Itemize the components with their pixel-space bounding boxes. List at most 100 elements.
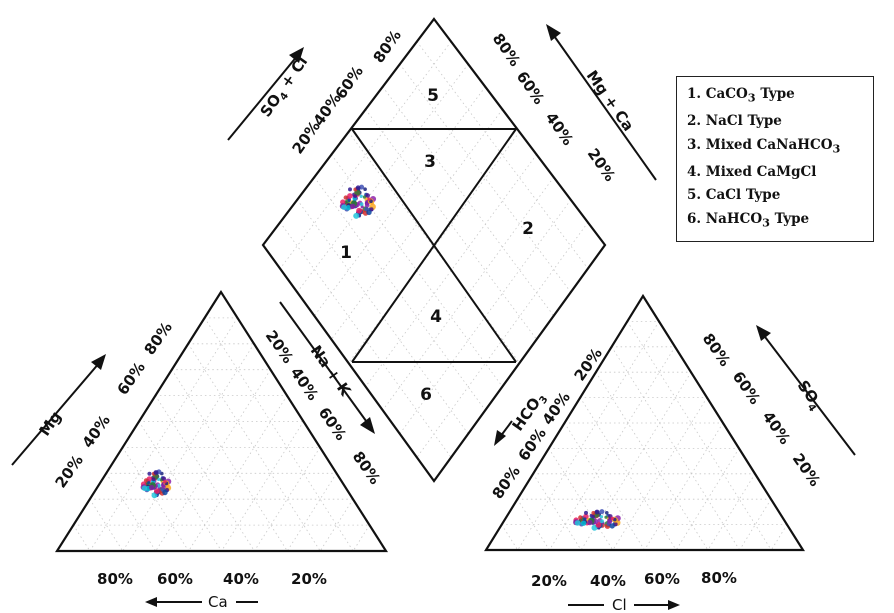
ca-tick-80: 80% — [97, 570, 133, 588]
legend-item-4-num: 4. — [687, 163, 702, 180]
sample-point — [599, 509, 605, 515]
sample-point — [607, 519, 612, 524]
mg-tick-20: 20% — [52, 452, 87, 492]
na-k-tick-60: 60% — [315, 404, 350, 444]
legend: 1. CaCO3 Type 2. NaCl Type 3. Mixed CaNa… — [676, 76, 874, 242]
so4-tick-60: 60% — [729, 368, 764, 408]
cluster-diamond — [339, 184, 377, 219]
grid-line — [204, 317, 354, 552]
sample-point — [343, 195, 348, 200]
legend-item-3-num: 3. — [687, 136, 702, 153]
sample-point — [605, 511, 609, 515]
grid-line — [331, 109, 503, 340]
mg-ca-tick-80: 80% — [489, 30, 524, 70]
sample-point — [154, 488, 160, 494]
sample-point — [147, 471, 152, 476]
mg-tick-60: 60% — [114, 359, 149, 399]
sample-point — [587, 519, 593, 526]
grid-line — [286, 473, 337, 552]
cl-tick-20: 20% — [531, 572, 567, 590]
so4-tick-80: 80% — [699, 330, 734, 370]
sample-point — [367, 197, 371, 201]
zone-label-3: 3 — [424, 152, 436, 172]
grid-line — [580, 371, 692, 551]
cluster-cation — [140, 469, 172, 499]
sample-point — [583, 517, 587, 521]
grid-line — [532, 473, 582, 551]
cl-arrowhead — [668, 600, 680, 610]
so4-cl-axis-arrow — [227, 54, 299, 141]
sample-point — [163, 480, 167, 484]
sample-point — [157, 483, 161, 488]
cl-tick-40: 40% — [590, 572, 626, 590]
cl-axis: 20% 40% 60% 80% Cl — [531, 569, 737, 613]
mg-ca-tick-20: 20% — [584, 145, 619, 185]
sample-point — [359, 194, 363, 198]
so4-arrowhead — [756, 325, 771, 341]
legend-item-3: 3. Mixed CaNaHCO3 — [687, 134, 873, 161]
legend-item-3-text: Mixed CaNaHCO — [705, 136, 833, 153]
sample-point — [604, 515, 608, 519]
mg-tick-40: 40% — [79, 412, 114, 452]
so4-tick-20: 20% — [789, 450, 824, 490]
cl-tick-80: 80% — [701, 569, 737, 587]
sample-point — [161, 484, 166, 489]
grid-line — [416, 222, 589, 458]
sample-point — [359, 202, 364, 207]
sample-point — [162, 489, 168, 496]
na-k-axis-arrow — [279, 301, 370, 426]
grid-line — [549, 346, 676, 551]
zone-label-6: 6 — [420, 385, 432, 405]
na-k-arrowhead — [360, 417, 375, 434]
so4-axis: SO4 80% 60% 40% 20% — [699, 325, 856, 490]
sample-point — [591, 511, 596, 515]
grid-line — [365, 109, 537, 340]
sample-point — [365, 193, 371, 198]
ca-arrowhead — [145, 597, 157, 607]
sample-point — [151, 477, 156, 482]
legend-item-5-text: CaCl Type — [705, 187, 781, 204]
legend-item-6: 6. NaHCO3 Type — [687, 208, 873, 235]
na-k-tick-20: 20% — [262, 327, 297, 367]
sample-point — [341, 204, 347, 210]
grid-line — [707, 473, 756, 551]
ca-tick-60: 60% — [157, 570, 193, 588]
grid-line — [122, 343, 255, 552]
so4-cl-arrowhead — [289, 47, 304, 63]
ca-tick-20: 20% — [291, 570, 327, 588]
legend-item-6-num: 6. — [687, 210, 702, 227]
sample-point — [600, 519, 604, 524]
grid-line — [105, 473, 157, 552]
legend-item-2: 2. NaCl Type — [687, 110, 873, 134]
mg-ca-axis-arrow — [551, 32, 657, 181]
sample-point — [348, 187, 352, 192]
legend-item-1-post: Type — [755, 86, 795, 102]
sample-point — [350, 203, 356, 210]
legend-item-5-num: 5. — [687, 187, 702, 204]
cation-triangle — [55, 289, 389, 553]
cluster-anion — [573, 509, 621, 531]
sample-point — [356, 207, 362, 214]
sample-point — [147, 481, 151, 485]
grid-line — [155, 395, 255, 552]
legend-item-4: 4. Mixed CaMgCl — [687, 161, 873, 185]
grid-line — [348, 131, 520, 364]
diamond-diagonal-b — [351, 128, 517, 363]
grid-line — [187, 343, 321, 552]
sample-point — [360, 205, 364, 209]
hco3-arrowhead — [494, 430, 506, 446]
grid-line — [319, 498, 354, 552]
grid-line — [171, 369, 288, 552]
sample-point — [161, 476, 167, 482]
grid-line — [138, 421, 222, 552]
legend-item-1-num: 1. — [687, 86, 702, 102]
sample-point — [143, 478, 149, 483]
sample-point — [347, 198, 351, 202]
mg-ca-tick-60: 60% — [513, 68, 548, 108]
sample-point — [591, 514, 595, 519]
grid-line — [279, 222, 452, 458]
grid-line — [501, 524, 519, 551]
ca-tick-40: 40% — [223, 570, 259, 588]
legend-item-2-num: 2. — [687, 113, 702, 130]
